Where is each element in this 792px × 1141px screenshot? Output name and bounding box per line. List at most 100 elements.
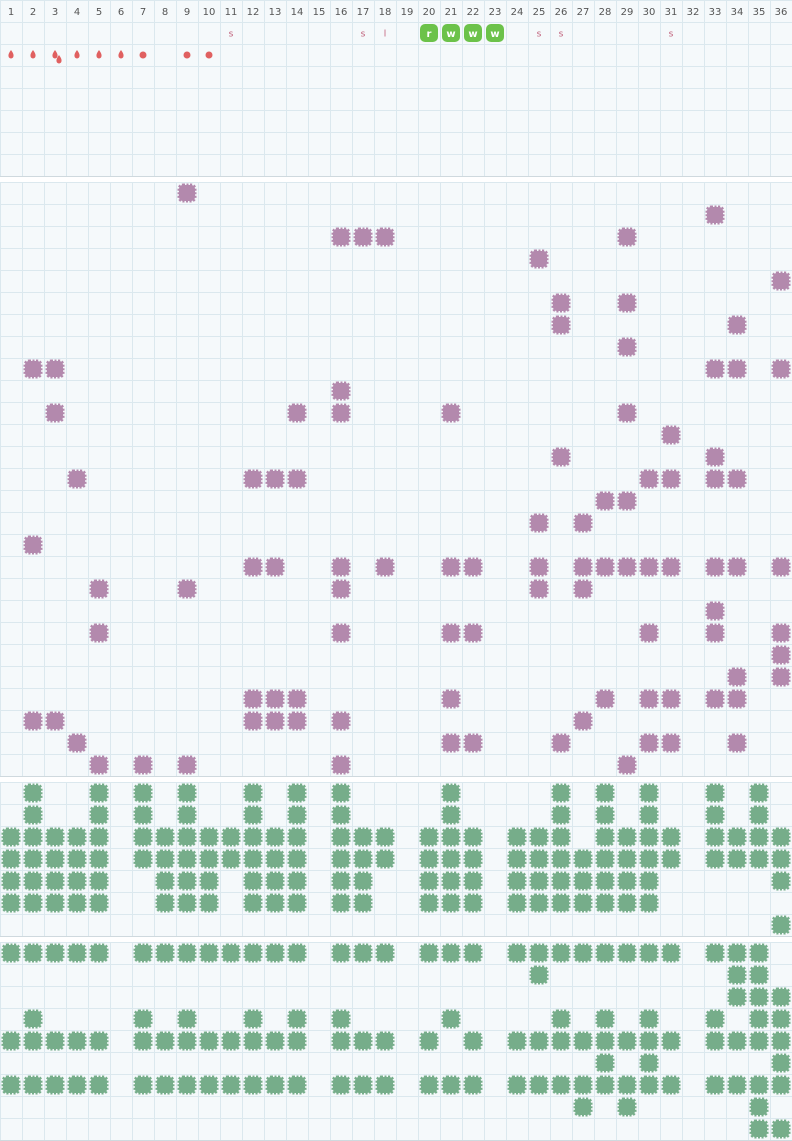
marker-letter: s	[229, 30, 234, 40]
cell-block	[353, 893, 373, 913]
cell-block	[243, 1075, 263, 1095]
cell-block	[639, 943, 659, 963]
cell-block	[639, 689, 659, 709]
drop-icon	[96, 50, 102, 59]
cell-block	[661, 733, 681, 753]
marker-badge	[420, 24, 438, 42]
column-number: 1	[8, 7, 14, 18]
cell-block	[529, 249, 549, 269]
column-number: 11	[225, 7, 238, 18]
cell-block	[551, 871, 571, 891]
cell-block	[639, 805, 659, 825]
cell-block	[265, 1031, 285, 1051]
cell-block	[67, 469, 87, 489]
cell-block	[177, 755, 197, 775]
cell-block	[1, 893, 21, 913]
cell-block	[221, 849, 241, 869]
cell-block	[265, 871, 285, 891]
cell-block	[199, 943, 219, 963]
cell-block	[639, 469, 659, 489]
cell-block	[639, 871, 659, 891]
cell-block	[551, 1031, 571, 1051]
cell-block	[243, 1009, 263, 1029]
column-number: 10	[203, 7, 216, 18]
cell-block	[463, 849, 483, 869]
column-number: 23	[489, 7, 502, 18]
cell-block	[749, 1097, 769, 1117]
cell-block	[375, 849, 395, 869]
cell-block	[45, 871, 65, 891]
cell-block	[89, 871, 109, 891]
cell-block	[507, 849, 527, 869]
cell-block	[441, 943, 461, 963]
cell-block	[331, 711, 351, 731]
cell-block	[661, 469, 681, 489]
cell-block	[727, 1075, 747, 1095]
cell-block	[89, 943, 109, 963]
cell-block	[287, 805, 307, 825]
cell-block	[617, 1097, 637, 1117]
marker-letter: s	[361, 30, 366, 40]
cell-block	[133, 755, 153, 775]
column-number: 13	[269, 7, 282, 18]
column-number: 9	[184, 7, 190, 18]
column-number: 27	[577, 7, 590, 18]
cell-block	[133, 1075, 153, 1095]
cell-block	[573, 1097, 593, 1117]
marker-letter: w	[490, 29, 499, 40]
cell-block	[573, 579, 593, 599]
cell-block	[67, 1031, 87, 1051]
cell-block	[661, 849, 681, 869]
column-number: 29	[621, 7, 634, 18]
cell-block	[243, 805, 263, 825]
cell-block	[639, 783, 659, 803]
cell-block	[771, 915, 791, 935]
cell-block	[265, 849, 285, 869]
cell-block	[705, 1009, 725, 1029]
cell-block	[45, 359, 65, 379]
cell-block	[595, 827, 615, 847]
cell-block	[595, 491, 615, 511]
cell-block	[463, 623, 483, 643]
cell-block	[199, 893, 219, 913]
cell-block	[331, 403, 351, 423]
cell-block	[727, 733, 747, 753]
cell-block	[287, 711, 307, 731]
cell-block	[45, 403, 65, 423]
cell-block	[551, 1075, 571, 1095]
dot-icon	[205, 51, 213, 59]
cell-block	[243, 783, 263, 803]
cell-block	[419, 827, 439, 847]
cell-block	[441, 689, 461, 709]
cell-block	[265, 893, 285, 913]
cell-block	[265, 1075, 285, 1095]
cell-block	[705, 783, 725, 803]
cell-block	[749, 1031, 769, 1051]
cell-block	[419, 893, 439, 913]
cell-block	[661, 1075, 681, 1095]
cell-block	[287, 783, 307, 803]
cell-block	[375, 1031, 395, 1051]
cell-block	[595, 1075, 615, 1095]
cell-block	[551, 1009, 571, 1029]
cell-block	[551, 315, 571, 335]
cell-block	[287, 403, 307, 423]
cell-block	[177, 579, 197, 599]
cell-block	[441, 827, 461, 847]
cell-block	[573, 513, 593, 533]
cell-block	[287, 1031, 307, 1051]
cell-block	[727, 827, 747, 847]
cell-block	[155, 1031, 175, 1051]
cell-block	[287, 827, 307, 847]
cell-block	[771, 1075, 791, 1095]
column-number: 7	[140, 7, 146, 18]
cell-block	[463, 893, 483, 913]
column-number: 34	[731, 7, 744, 18]
cell-block	[265, 711, 285, 731]
cell-block	[331, 1075, 351, 1095]
cell-block	[353, 1075, 373, 1095]
cell-block	[529, 871, 549, 891]
cell-block	[661, 1031, 681, 1051]
cell-block	[375, 827, 395, 847]
